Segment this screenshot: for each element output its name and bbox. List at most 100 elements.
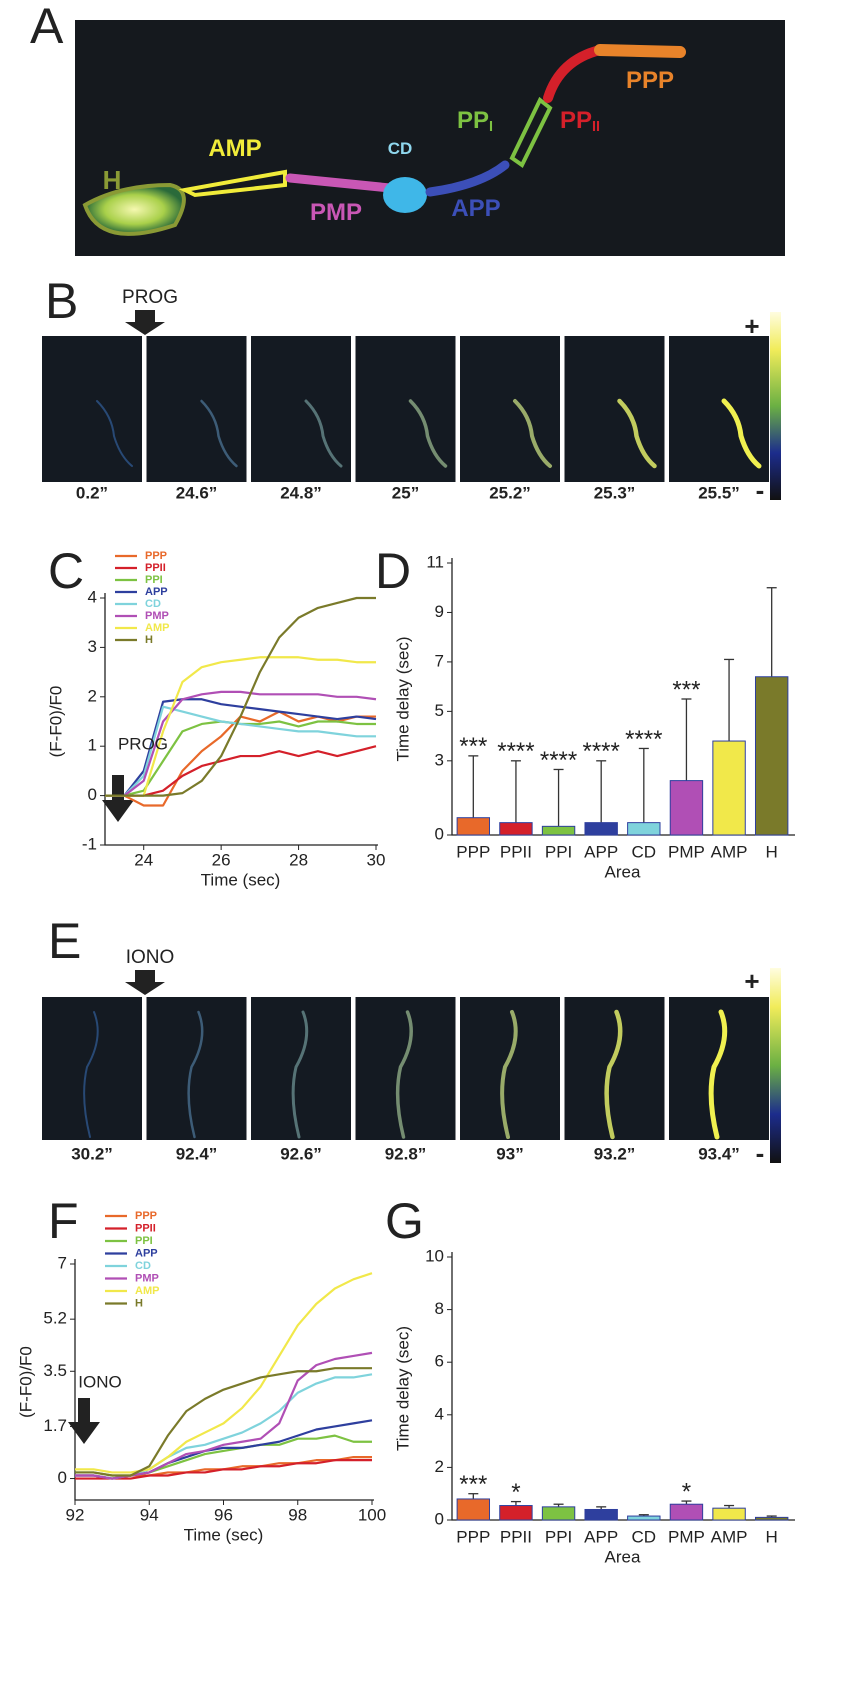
legend-label: PMP [135, 1272, 159, 1284]
bar [627, 1515, 661, 1521]
colorbar-high: + [744, 311, 759, 341]
micrograph-a [75, 20, 785, 256]
bar [627, 822, 661, 836]
x-tick-label: AMP [711, 1527, 748, 1546]
x-axis-label: Time (sec) [184, 1525, 264, 1544]
y-tick-label: 5 [435, 701, 444, 720]
y-axis-label: Time delay (sec) [393, 1326, 412, 1451]
series-line [105, 656, 376, 797]
x-tick-label: 100 [358, 1505, 386, 1524]
x-tick-label: H [766, 842, 778, 861]
region-label: PPI [457, 107, 493, 134]
time-label: 24.8” [280, 483, 322, 502]
x-tick-label: PPP [456, 1527, 490, 1546]
time-label: 0.2” [76, 483, 108, 502]
legend-label: PPI [145, 574, 163, 586]
legend-label: PPI [135, 1235, 153, 1247]
time-label: 93” [496, 1144, 523, 1163]
legend-label: PPII [145, 562, 166, 574]
y-tick-label: 11 [426, 552, 444, 571]
series-line [75, 1272, 373, 1474]
cell [500, 1010, 518, 1139]
region-name: PPP [626, 67, 674, 94]
panel-label: F [48, 1193, 79, 1249]
x-axis-label: Area [605, 862, 641, 881]
legend-label: CD [145, 598, 161, 610]
bar [541, 825, 576, 836]
y-tick-label: 0 [58, 1468, 67, 1487]
bar [712, 740, 746, 836]
cell-a [82, 44, 686, 236]
series-line [105, 690, 377, 797]
x-tick-label: CD [632, 1527, 657, 1546]
cell [96, 400, 133, 467]
cell [513, 399, 552, 468]
bar [499, 822, 533, 836]
significance: *** [672, 676, 700, 703]
legend-label: AMP [145, 622, 169, 634]
x-tick-label: 28 [289, 850, 308, 869]
significance: **** [540, 747, 577, 774]
bar [499, 1505, 533, 1521]
legend-label: H [145, 634, 153, 646]
bar [584, 1508, 618, 1521]
legend-label: H [135, 1297, 143, 1309]
bar [669, 780, 704, 836]
time-label: 25.3” [594, 483, 636, 502]
time-label: 25” [392, 483, 419, 502]
legend-label: PPP [145, 550, 167, 562]
bar [584, 822, 618, 836]
stimulus-label: IONO [126, 947, 175, 968]
x-tick-label: AMP [711, 842, 748, 861]
y-tick-label: -1 [82, 834, 97, 853]
y-tick-label: 9 [435, 602, 444, 621]
arrow-c [102, 775, 134, 822]
y-tick-label: 10 [425, 1246, 444, 1265]
y-axis-label: Time delay (sec) [393, 636, 412, 761]
bar [712, 1507, 746, 1521]
region-subscript: I [489, 119, 493, 135]
frame [355, 997, 456, 1140]
y-tick-label: 7 [435, 651, 444, 670]
x-tick-label: 96 [214, 1505, 233, 1524]
y-tick-label: 1.7 [43, 1416, 67, 1435]
region-name: PMP [310, 199, 362, 226]
x-tick-label: 92 [66, 1505, 85, 1524]
significance: * [682, 1478, 691, 1505]
frames-b [42, 336, 769, 482]
significance: **** [583, 738, 620, 765]
stimulus-label: PROG [122, 287, 178, 308]
y-tick-label: 0 [88, 785, 97, 804]
y-tick-label: 6 [435, 1352, 444, 1371]
arrow-b [125, 310, 165, 335]
panel-label: C [48, 543, 84, 599]
y-tick-label: 4 [88, 587, 97, 606]
annotation: PROG [118, 734, 168, 753]
colorbar-low: - [756, 1138, 765, 1168]
panel-label: A [30, 0, 64, 54]
cell [187, 1010, 204, 1139]
legend-label: PPII [135, 1222, 156, 1234]
series-line [105, 745, 377, 797]
x-axis-label: Time (sec) [201, 870, 281, 889]
frame [564, 997, 665, 1140]
x-tick-label: 98 [288, 1505, 307, 1524]
region-name: CD [388, 139, 413, 158]
y-tick-label: 8 [435, 1299, 444, 1318]
x-axis-label: Area [605, 1547, 641, 1566]
x-tick-label: PPP [456, 842, 490, 861]
legend-label: PMP [145, 610, 169, 622]
cell [604, 1009, 623, 1140]
legend-label: PPP [135, 1210, 157, 1222]
region-name: APP [451, 195, 500, 222]
y-tick-label: 0 [435, 824, 444, 843]
cell [708, 1009, 728, 1140]
series-line [105, 698, 377, 797]
region-name: H [103, 165, 122, 195]
cell [721, 398, 762, 469]
x-tick-label: PPII [500, 842, 532, 861]
y-axis-label: (F-F0)/F0 [46, 686, 65, 758]
region-label: AMP [208, 135, 261, 162]
cell [200, 399, 238, 468]
y-tick-label: 5.2 [43, 1309, 67, 1328]
